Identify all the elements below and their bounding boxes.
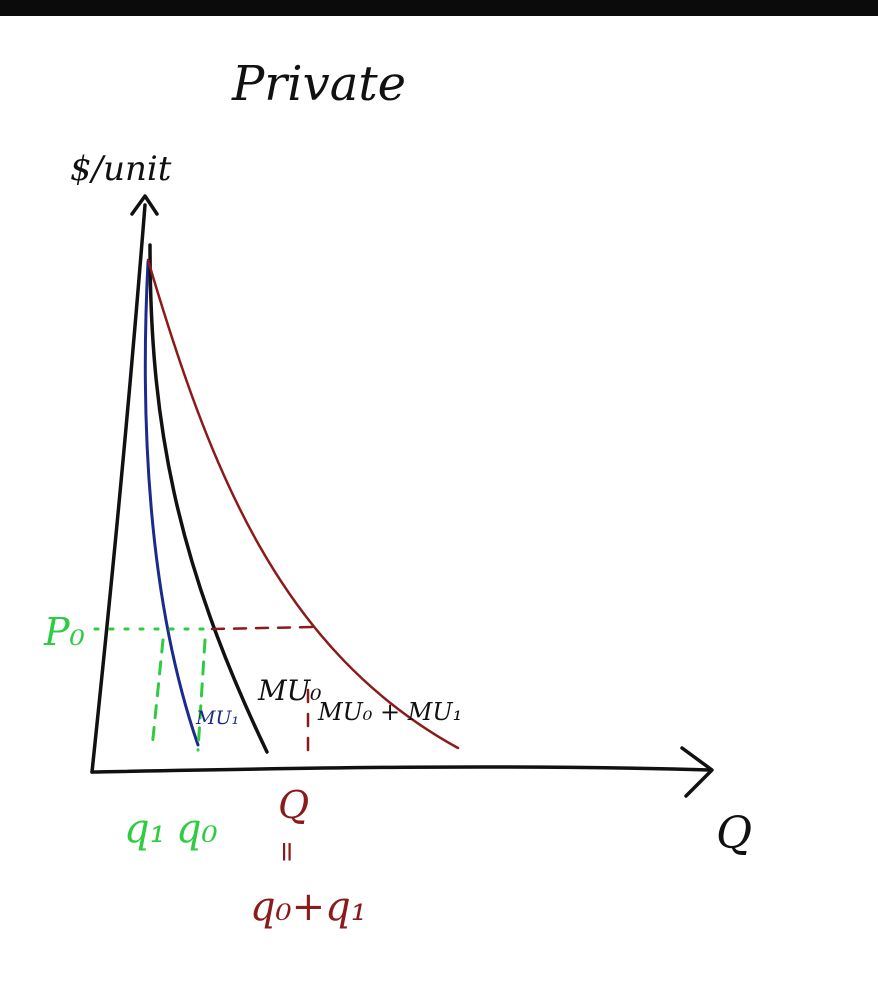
x-axis-arrow [680,746,714,798]
top-bar [0,0,878,16]
q1-label: q₁ [124,806,166,852]
red-curve-label: MU₀ + MU₁ [317,698,462,726]
black-curve [148,243,269,754]
blue-curve [143,260,200,747]
blue-curve-label: MU₁ [195,707,239,729]
y-axis [90,203,147,774]
Q-label: Q [278,783,309,827]
title: Private [231,56,406,112]
red-curve [146,258,460,750]
red-price-line [210,625,317,631]
equals-sign: = [271,840,304,863]
q1-drop-line [150,638,165,750]
black-curve-label: MU₀ [257,674,322,707]
q0-label: q₀ [176,806,218,852]
q0-drop-line [196,638,207,752]
y-axis-arrow [130,194,159,216]
x-axis [90,765,712,774]
sum-label: q₀+q₁ [250,884,367,930]
price-label: P₀ [43,610,85,654]
y-axis-label: $/unit [70,149,172,189]
x-axis-label: Q [716,808,752,859]
